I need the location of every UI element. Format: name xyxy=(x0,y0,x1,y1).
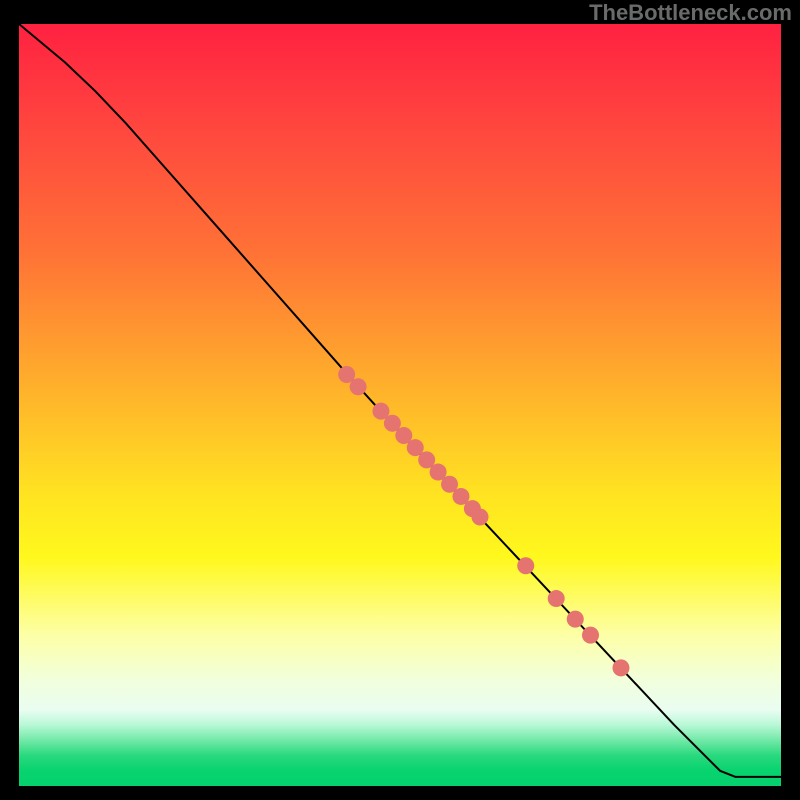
plot-overlay xyxy=(0,0,800,800)
marker-point xyxy=(612,659,629,676)
bottleneck-curve xyxy=(19,24,781,777)
marker-point xyxy=(350,378,367,395)
marker-point xyxy=(548,590,565,607)
markers-layer xyxy=(338,366,629,676)
stage: TheBottleneck.com xyxy=(0,0,800,800)
marker-point xyxy=(517,557,534,574)
watermark-text: TheBottleneck.com xyxy=(589,0,792,26)
marker-point xyxy=(567,611,584,628)
curve-layer xyxy=(19,24,781,777)
marker-point xyxy=(472,509,489,526)
marker-point xyxy=(582,627,599,644)
